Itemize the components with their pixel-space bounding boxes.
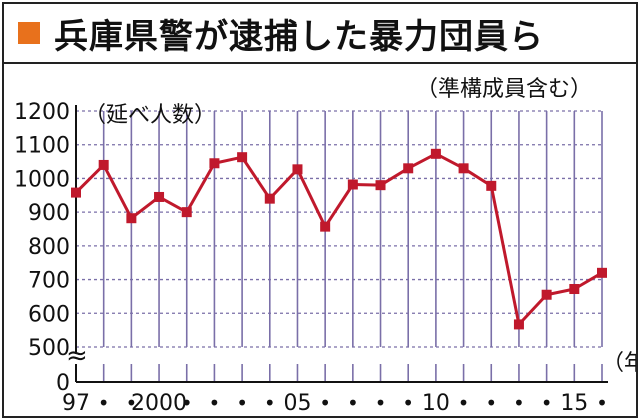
x-tick-label: • xyxy=(236,391,248,415)
chart-title: 兵庫県警が逮捕した暴力団員ら xyxy=(54,16,544,57)
data-point xyxy=(126,213,137,224)
data-point xyxy=(375,180,386,191)
data-point xyxy=(320,221,331,232)
data-point xyxy=(347,179,358,190)
x-tick-label: • xyxy=(596,391,608,415)
y-tick-label: 700 xyxy=(28,269,70,294)
x-tick-label: • xyxy=(264,391,276,415)
y-axis-label: （延べ人数） xyxy=(84,103,216,128)
title-bar: 兵庫県警が逮捕した暴力団員ら xyxy=(4,4,636,64)
data-point xyxy=(403,163,414,174)
data-point xyxy=(486,180,497,191)
y-tick-label: 1000 xyxy=(14,167,70,192)
x-tick-label: • xyxy=(375,391,387,415)
x-tick-label: 2000 xyxy=(131,391,187,416)
y-tick-label: 900 xyxy=(28,201,70,226)
x-tick-label: • xyxy=(181,391,193,415)
data-point xyxy=(541,289,552,300)
orange-square-icon xyxy=(18,22,40,44)
x-tick-label: 05 xyxy=(283,391,311,416)
x-tick-label: • xyxy=(319,391,331,415)
x-tick-label: 15 xyxy=(560,391,588,416)
data-point xyxy=(181,207,192,218)
y-tick-label: 1200 xyxy=(14,100,70,125)
data-point xyxy=(237,152,248,163)
data-point xyxy=(98,159,109,170)
x-tick-label: • xyxy=(347,391,359,415)
x-tick-label: 97 xyxy=(62,391,90,416)
x-tick-label: • xyxy=(458,391,470,415)
chart-subtitle: （準構成員含む） xyxy=(416,77,592,102)
data-point xyxy=(292,164,303,175)
x-tick-label: • xyxy=(513,391,525,415)
x-tick-label: • xyxy=(125,391,137,415)
data-point xyxy=(569,284,580,295)
y-tick-label: 500 xyxy=(28,336,70,361)
x-tick-label: • xyxy=(541,391,553,415)
x-tick-label: • xyxy=(98,391,110,415)
x-axis-unit-label: （年） xyxy=(602,351,636,376)
line-chart: 500 600 700 800 900 1000 1100 1200 0≈ （延べ人数） （準構成員… xyxy=(14,77,636,416)
data-point xyxy=(597,267,607,278)
series-line xyxy=(74,152,603,326)
y-tick-label: 600 xyxy=(28,302,70,327)
x-tick-label: • xyxy=(402,391,414,415)
data-point xyxy=(430,148,441,159)
x-tick-label: 10 xyxy=(422,391,450,416)
y-tick-label: 1100 xyxy=(14,134,70,159)
data-point xyxy=(264,193,275,204)
x-tick-label: • xyxy=(485,391,497,415)
axis-break-mark: ≈ xyxy=(66,341,88,371)
data-point xyxy=(71,187,81,198)
data-point xyxy=(458,163,469,174)
data-point xyxy=(513,319,524,330)
y-tick-label: 0 xyxy=(56,371,70,396)
data-point xyxy=(154,191,165,202)
y-tick-label: 800 xyxy=(28,235,70,260)
data-point xyxy=(209,158,220,169)
x-tick-label: • xyxy=(209,391,221,415)
